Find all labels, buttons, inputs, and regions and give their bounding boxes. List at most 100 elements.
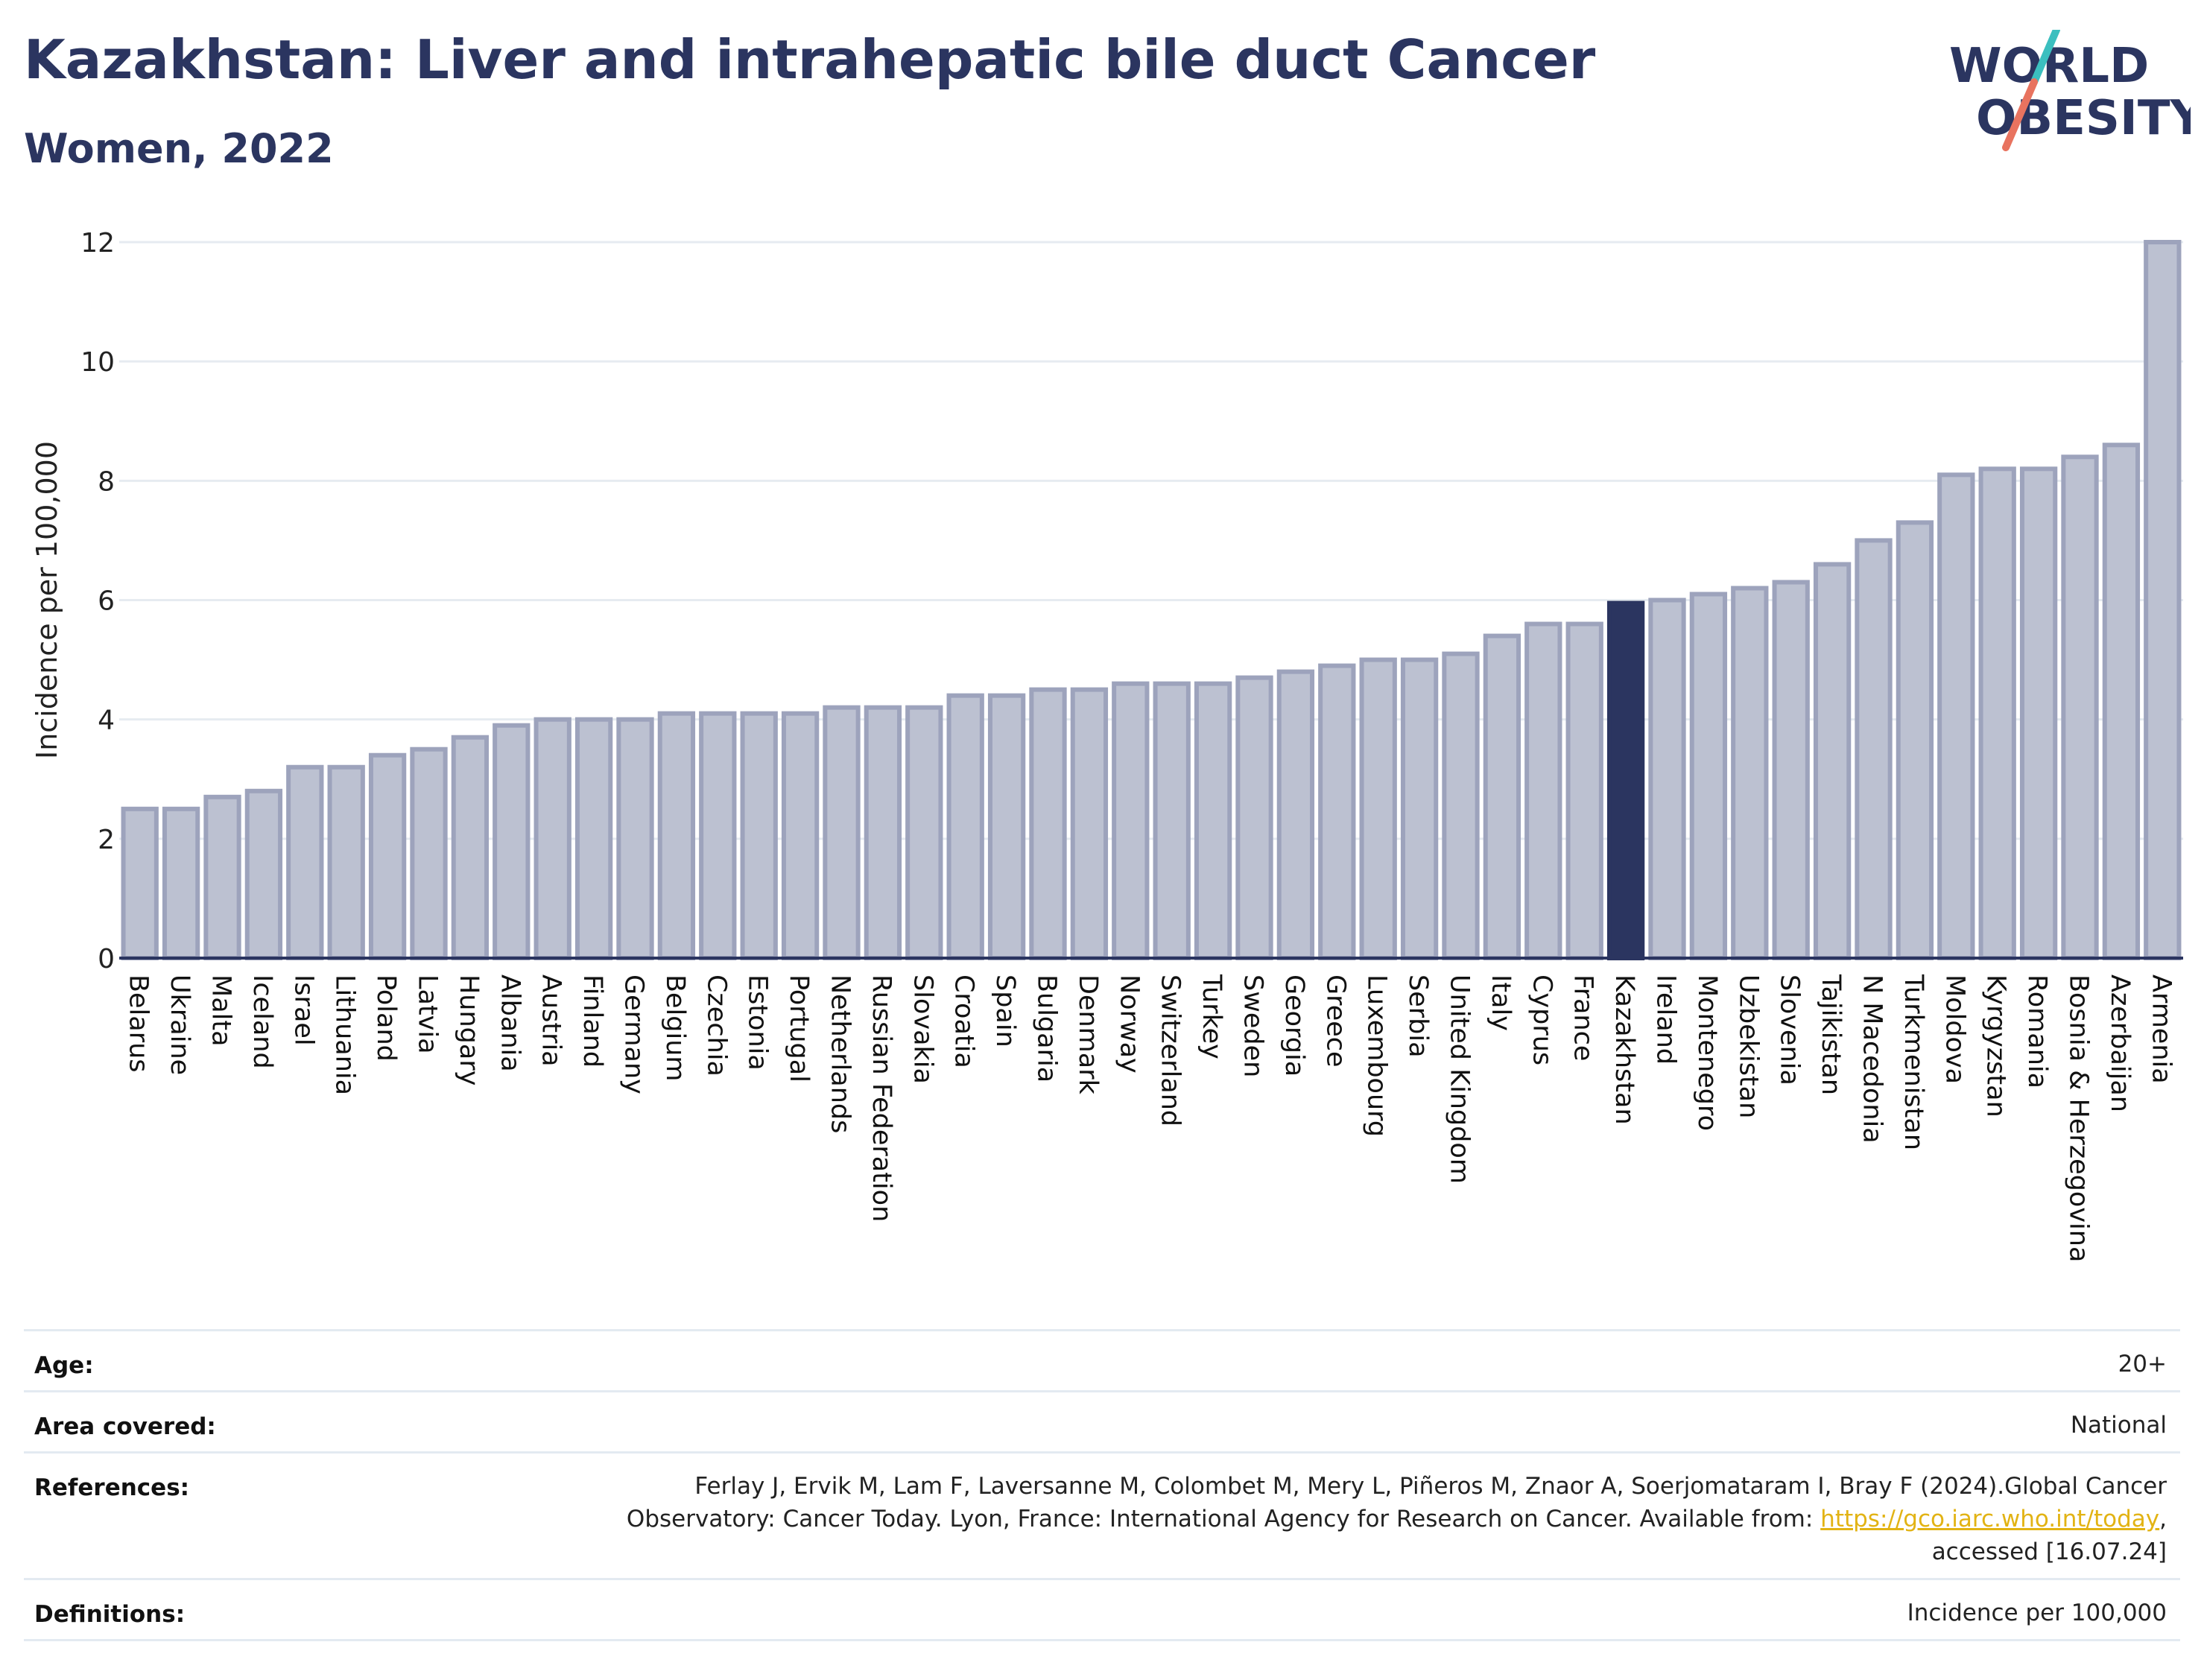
x-tick-label: Belgium (660, 974, 690, 1082)
reference-line-1: Ferlay J, Ervik M, Lam F, Laversanne M, … (694, 1473, 2167, 1500)
x-tick-label: Portugal (784, 974, 814, 1083)
x-tick-label: Romania (2022, 974, 2052, 1088)
bar-france (1565, 621, 1603, 960)
bar-portugal (781, 711, 820, 960)
x-tick-label: Croatia (949, 974, 979, 1068)
meta-row-age: Age: 20+ (24, 1329, 2180, 1392)
y-axis-ticks: 0 2 4 6 8 10 12 (80, 228, 115, 974)
x-tick-label: Czechia (701, 974, 731, 1077)
x-tick-label: Sweden (1238, 974, 1268, 1077)
x-tick-label: Netherlands (826, 974, 855, 1133)
bar-ukraine (162, 806, 200, 960)
bar-uzbekistan (1731, 586, 1769, 960)
y-tick-label: 4 (98, 706, 115, 736)
y-tick-label: 8 (98, 466, 115, 497)
x-tick-label: Montenegro (1692, 974, 1722, 1131)
chart-subtitle: Women, 2022 (24, 125, 334, 172)
x-tick-label: Bulgaria (1032, 974, 1062, 1083)
x-tick-label: Kazakhstan (1609, 974, 1639, 1125)
y-axis-label: Incidence per 100,000 (31, 441, 63, 759)
bar-estonia (740, 711, 778, 960)
bar-belgium (657, 711, 696, 960)
bar-denmark (1070, 687, 1109, 960)
bar-slovakia (905, 705, 943, 961)
x-tick-label: Ukraine (165, 974, 194, 1075)
x-tick-label: Bosnia & Herzegovina (2064, 974, 2094, 1262)
x-tick-label: Uzbekistan (1733, 974, 1763, 1118)
bar-cyprus (1524, 621, 1562, 960)
bar-n-macedonia (1855, 538, 1893, 960)
x-axis-labels: Belarus Ukraine Malta Iceland Israel Lithuani… (124, 974, 2176, 1262)
reference-line-2-text: Observatory: Cancer Today. Lyon, France:… (626, 1506, 1821, 1532)
bar-chart: 0 2 4 6 8 10 12 Belarus Ukraine Malta Iceland Isra… (31, 228, 2183, 1262)
bar-sweden (1235, 675, 1273, 960)
bar-italy (1483, 633, 1521, 960)
x-tick-label: Armenia (2146, 974, 2176, 1084)
x-tick-label: Russian Federation (867, 974, 896, 1222)
world-obesity-logo: WORLD OBESITY (1949, 30, 2191, 151)
bar-armenia (2144, 240, 2182, 960)
bar-serbia (1400, 657, 1439, 960)
bar-switzerland (1153, 681, 1191, 960)
x-tick-label: Denmark (1073, 974, 1103, 1095)
meta-row-area: Area covered: National (24, 1390, 2180, 1454)
reference-link[interactable]: https://gco.iarc.who.int/today (1820, 1506, 2160, 1532)
bar-albania (493, 723, 531, 960)
x-tick-label: Turkey (1197, 974, 1226, 1059)
y-tick-label: 12 (80, 228, 115, 259)
bar-tajikistan (1813, 562, 1852, 960)
meta-value-references: Ferlay J, Ervik M, Lam F, Laversanne M, … (627, 1470, 2167, 1568)
x-tick-label: Tajikistan (1816, 974, 1846, 1095)
x-tick-label: Slovakia (908, 974, 937, 1084)
x-tick-label: Greece (1320, 974, 1350, 1068)
bar-hungary (451, 735, 490, 960)
meta-row-definitions: Definitions: Incidence per 100,000 (24, 1578, 2180, 1641)
bar-united-kingdom (1442, 651, 1480, 960)
bar-azerbaijan (2102, 443, 2141, 960)
x-tick-label: Israel (288, 974, 318, 1046)
bar-slovenia (1772, 580, 1810, 960)
x-tick-label: Slovenia (1775, 974, 1805, 1085)
y-tick-label: 2 (98, 825, 115, 855)
x-tick-label: United Kingdom (1445, 974, 1475, 1184)
bar-finland (574, 717, 613, 961)
x-tick-label: Estonia (743, 974, 773, 1071)
meta-value-area: National (2070, 1412, 2167, 1439)
x-tick-label: Belarus (124, 974, 153, 1073)
x-tick-label: Latvia (413, 974, 443, 1054)
x-tick-label: Norway (1114, 974, 1144, 1074)
logo-slash-top (2030, 30, 2060, 86)
bar-poland (368, 752, 407, 960)
logo-slash-bottom (2002, 78, 2038, 151)
x-tick-label: Austria (536, 974, 566, 1067)
meta-value-age: 20+ (2118, 1351, 2167, 1378)
metadata-table: Age: 20+ Area covered: National Referenc… (24, 1329, 2180, 1642)
bar-iceland (244, 788, 283, 961)
y-tick-label: 10 (80, 347, 115, 378)
x-tick-label: Turkmenistan (1899, 974, 1928, 1150)
bar-russian-federation (864, 705, 902, 961)
bar-germany (616, 717, 654, 961)
x-tick-label: Switzerland (1156, 974, 1185, 1126)
x-tick-label: Cyprus (1527, 974, 1557, 1065)
x-tick-label: Moldova (1939, 974, 1969, 1084)
bar-bosnia-herzegovina (2061, 454, 2099, 960)
x-tick-label: Germany (619, 974, 649, 1094)
y-tick-label: 0 (98, 944, 115, 974)
reference-line-3: accessed [16.07.24] (1931, 1538, 2167, 1565)
x-tick-label: Finland (577, 974, 607, 1068)
x-tick-label: Iceland (247, 974, 277, 1069)
bar-greece (1318, 663, 1356, 960)
y-tick-label: 6 (98, 586, 115, 617)
bar-turkey (1194, 681, 1232, 960)
x-tick-label: Hungary (454, 974, 484, 1085)
bar-kazakhstan (1606, 600, 1645, 960)
x-tick-label: Lithuania (330, 974, 360, 1095)
meta-label-age: Age: (34, 1352, 94, 1379)
bar-moldova (1937, 472, 1975, 960)
x-tick-label: Albania (495, 974, 525, 1072)
x-tick-label: Italy (1486, 974, 1516, 1031)
meta-label-area: Area covered: (34, 1413, 216, 1440)
x-tick-label: Azerbaijan (2105, 974, 2135, 1112)
chart-title: Kazakhstan: Liver and intrahepatic bile … (24, 28, 1596, 91)
